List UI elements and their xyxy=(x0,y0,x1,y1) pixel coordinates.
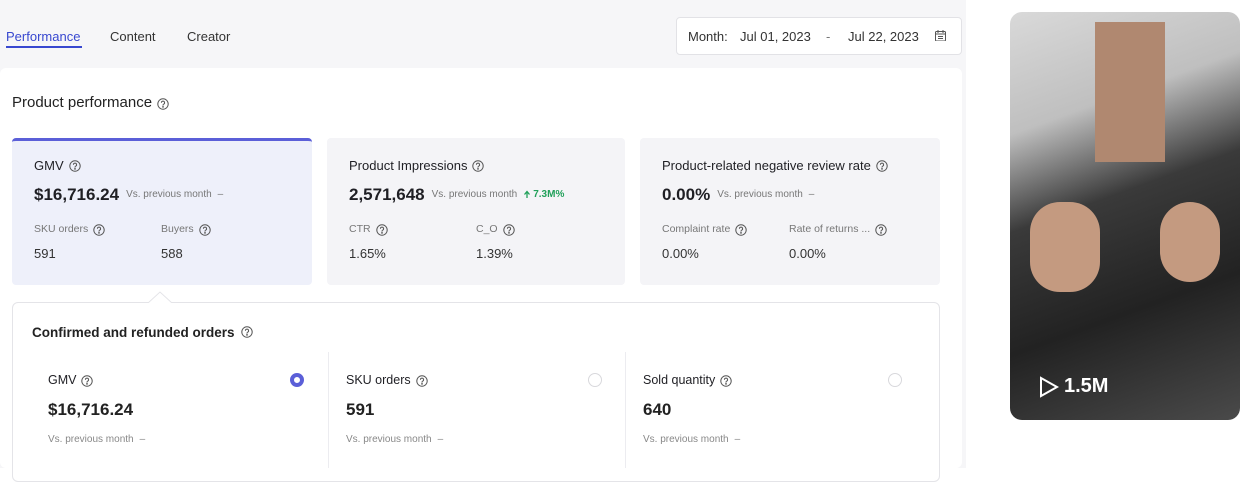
card-title: GMV xyxy=(34,158,64,173)
tab[interactable]: Creator xyxy=(187,29,231,44)
help-icon xyxy=(157,98,169,110)
comparison-change: 7.3M% xyxy=(533,189,565,200)
help-icon xyxy=(375,224,388,236)
page: (() => { const data = JSON.parse(documen… xyxy=(6,12,1240,482)
metric-label: Complaint rate xyxy=(662,223,731,235)
comparison-change: – xyxy=(437,434,444,445)
item-value: 591 xyxy=(346,400,375,419)
radio-button[interactable] xyxy=(290,373,304,387)
video-thumbnail[interactable] xyxy=(1010,12,1240,420)
metric-label: Rate of returns ... xyxy=(789,223,871,235)
calendar-icon xyxy=(935,30,946,41)
comparison-change: – xyxy=(734,434,741,445)
metric-label: CTR xyxy=(349,223,371,235)
metric-label: SKU orders xyxy=(34,223,89,235)
item-value: $16,716.24 xyxy=(48,400,134,419)
help-icon xyxy=(472,160,485,172)
metric-value: 1.39% xyxy=(476,246,513,261)
date-label: Month: xyxy=(688,29,728,44)
help-icon xyxy=(240,326,253,338)
tab[interactable]: Content xyxy=(110,29,156,44)
help-icon xyxy=(81,375,94,387)
comparison-label: Vs. previous month xyxy=(126,189,212,200)
date-start: Jul 01, 2023 xyxy=(740,29,811,44)
selection-caret xyxy=(148,291,172,303)
hand xyxy=(1030,202,1100,292)
help-icon xyxy=(502,224,515,236)
section-title: Product performance xyxy=(12,94,153,111)
trend-up-icon xyxy=(524,190,531,198)
help-icon xyxy=(198,224,211,236)
column-divider xyxy=(625,352,626,468)
comparison-change: – xyxy=(808,189,815,200)
hand xyxy=(1160,202,1220,282)
tab[interactable]: Performance xyxy=(6,29,81,44)
radio-button[interactable] xyxy=(888,373,902,387)
help-icon xyxy=(735,224,747,236)
comparison-label: Vs. previous month xyxy=(431,189,518,200)
help-icon xyxy=(93,224,105,236)
card-title: Product Impressions xyxy=(349,158,468,173)
metric-value: 1.65% xyxy=(349,246,386,261)
card-value: 0.00% xyxy=(662,185,711,204)
card-title: Product-related negative review rate xyxy=(662,158,871,173)
comparison-change: – xyxy=(139,434,146,445)
metric-value: 591 xyxy=(34,246,56,261)
item-value: 640 xyxy=(643,400,672,419)
item-label: SKU orders xyxy=(346,373,411,387)
metric-card[interactable] xyxy=(327,138,625,285)
help-icon xyxy=(415,375,428,387)
metric-value: 0.00% xyxy=(789,246,826,261)
orders-title: Confirmed and refunded orders xyxy=(32,325,235,340)
comparison-label: Vs. previous month xyxy=(346,434,432,445)
radio-button[interactable] xyxy=(588,373,602,387)
help-icon xyxy=(68,160,81,172)
column-divider xyxy=(328,352,329,468)
metric-label: Buyers xyxy=(161,223,194,235)
comparison-label: Vs. previous month xyxy=(48,434,134,445)
metric-label: C_O xyxy=(476,223,498,235)
date-separator: - xyxy=(826,29,831,44)
play-icon xyxy=(1040,376,1060,398)
metric-card[interactable] xyxy=(640,138,940,285)
comparison-label: Vs. previous month xyxy=(643,434,729,445)
comparison-label: Vs. previous month xyxy=(717,189,803,200)
tab-underline xyxy=(6,46,82,48)
help-icon xyxy=(876,160,888,172)
metric-value: 588 xyxy=(161,246,183,261)
help-icon xyxy=(720,375,732,387)
item-label: Sold quantity xyxy=(643,373,716,387)
metric-card[interactable] xyxy=(12,138,312,285)
help-icon xyxy=(875,224,887,236)
comparison-change: – xyxy=(217,189,224,200)
blurred-face xyxy=(1095,22,1165,162)
metric-value: 0.00% xyxy=(662,246,699,261)
item-label: GMV xyxy=(48,373,77,387)
card-value: 2,571,648 xyxy=(349,185,425,204)
date-end: Jul 22, 2023 xyxy=(848,29,919,44)
view-count: 1.5M xyxy=(1064,375,1109,397)
date-picker[interactable] xyxy=(676,17,962,55)
card-value: $16,716.24 xyxy=(34,185,120,204)
